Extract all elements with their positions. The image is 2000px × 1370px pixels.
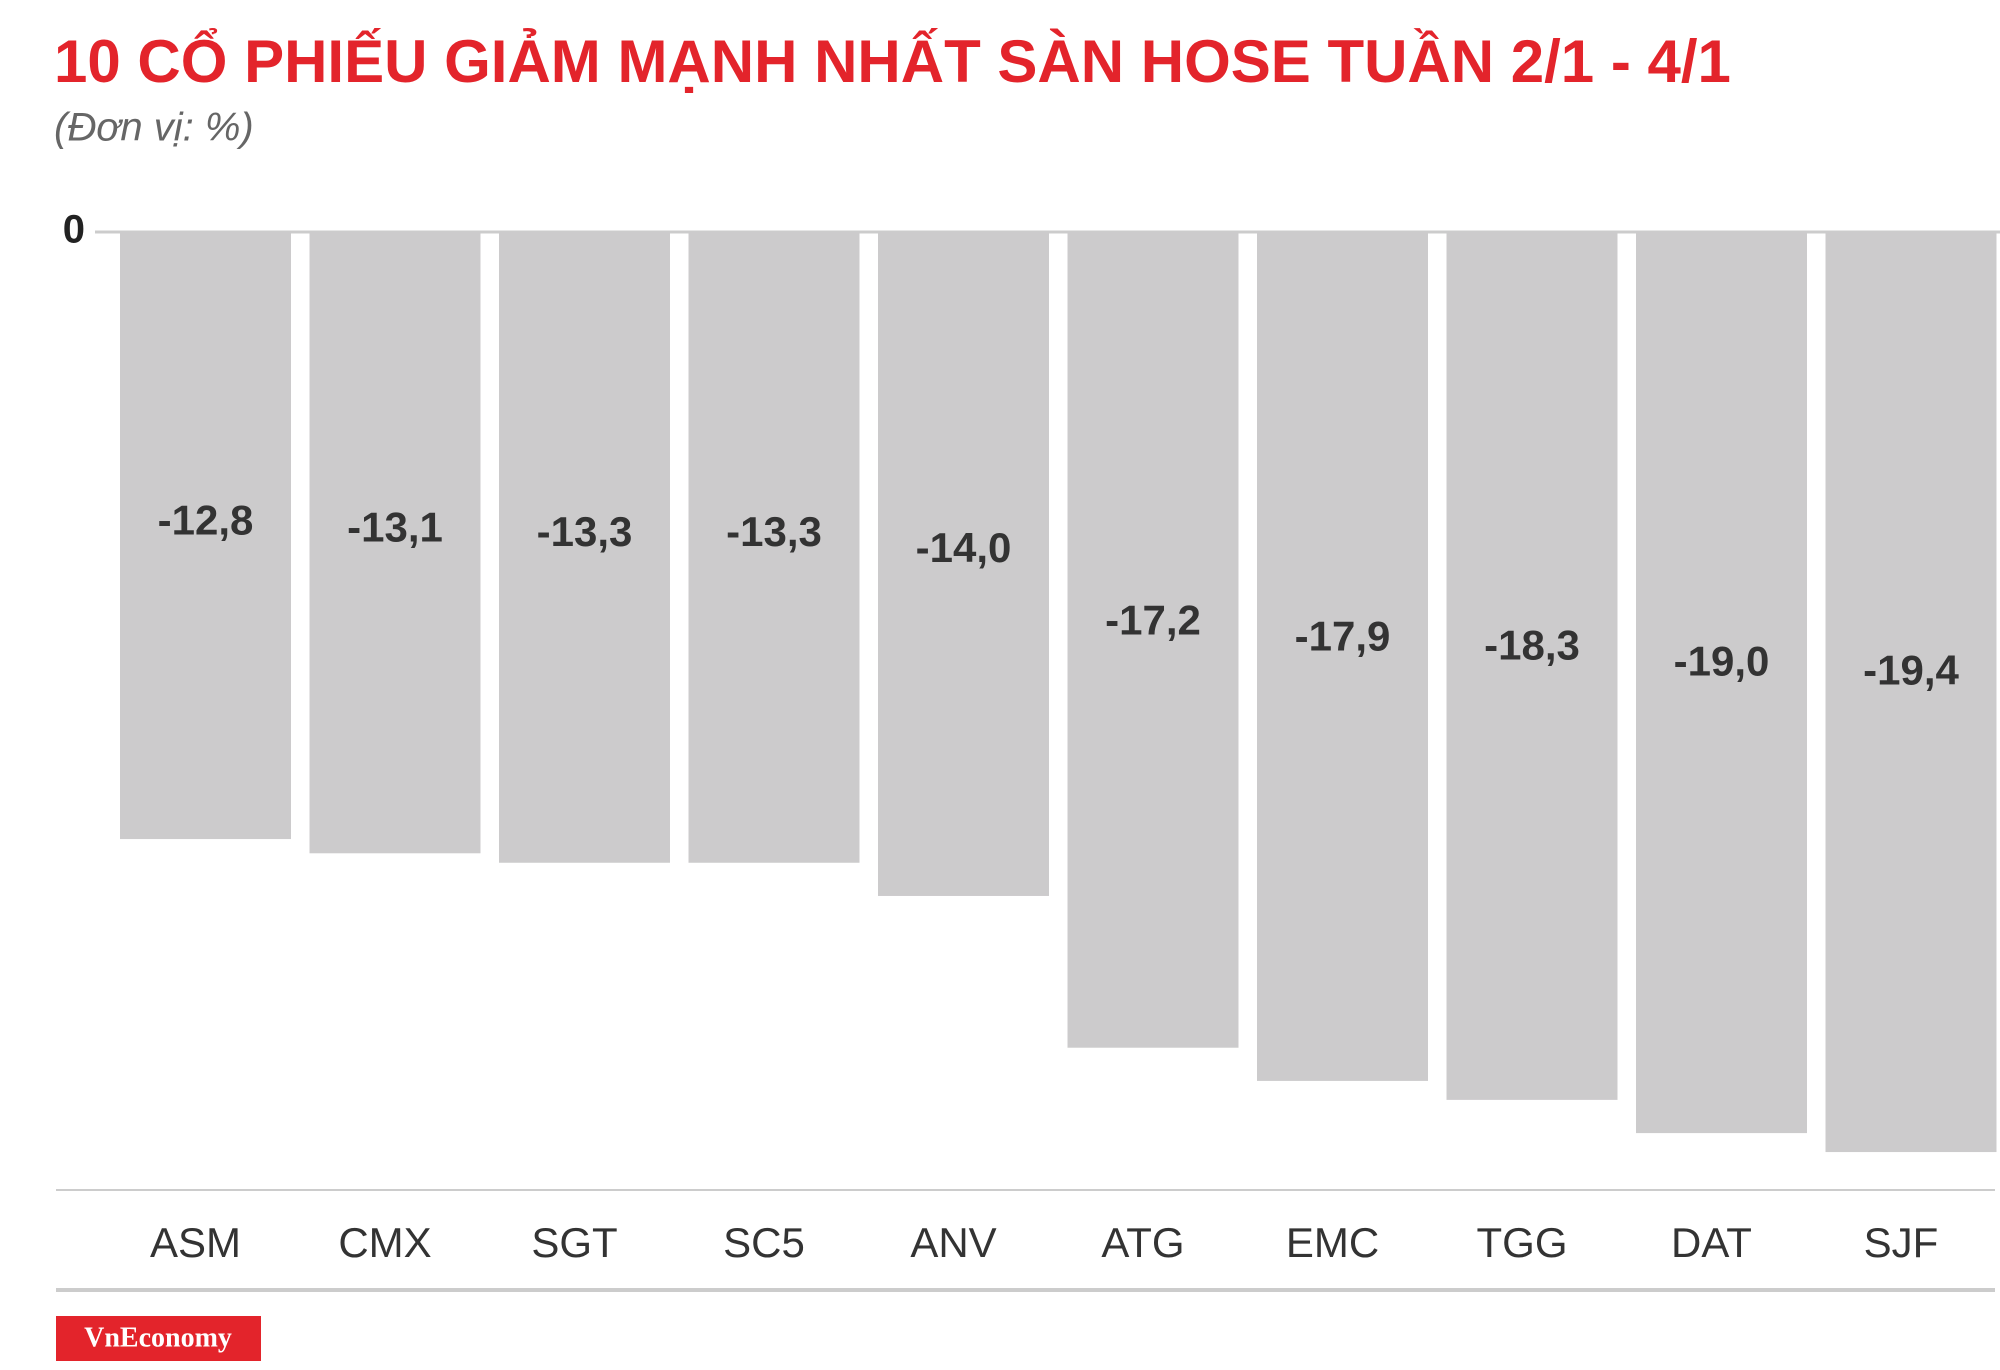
- x-tick-label: SGT: [531, 1219, 617, 1266]
- bar: [1825, 232, 1997, 1153]
- logo: VnEconomy: [84, 1322, 232, 1353]
- chart-title: 10 CỔ PHIẾU GIẢM MẠNH NHẤT SÀN HOSE TUẦN…: [54, 28, 1731, 95]
- x-tick-label: TGG: [1477, 1219, 1568, 1266]
- bar: [878, 232, 1049, 896]
- x-tick-label: ATG: [1101, 1219, 1184, 1266]
- value-label: -19,0: [1674, 638, 1770, 685]
- bar: [688, 232, 860, 863]
- x-tick-label: SC5: [723, 1219, 805, 1266]
- value-label: -18,3: [1484, 622, 1580, 669]
- chart-subtitle: (Đơn vị: %): [54, 106, 254, 150]
- value-label: -12,8: [158, 496, 254, 543]
- x-tick-label: SJF: [1864, 1219, 1939, 1266]
- logo-box: [56, 1316, 261, 1361]
- x-tick-label: EMC: [1286, 1219, 1379, 1266]
- value-label: -14,0: [916, 524, 1012, 571]
- x-tick-label: ASM: [150, 1219, 241, 1266]
- value-label: -13,3: [726, 508, 822, 555]
- value-label: -13,1: [347, 503, 443, 550]
- x-tick-label: DAT: [1671, 1219, 1752, 1266]
- y-tick-label: 0: [63, 208, 85, 252]
- bar: [120, 232, 291, 840]
- value-label: -19,4: [1863, 647, 1959, 694]
- bar: [1446, 232, 1618, 1100]
- bar: [1067, 232, 1239, 1048]
- value-label: -17,9: [1295, 613, 1391, 660]
- bar: [309, 232, 481, 854]
- bar: [499, 232, 670, 863]
- x-tick-label: ANV: [910, 1219, 996, 1266]
- bar: [1257, 232, 1428, 1081]
- bar: [1636, 232, 1807, 1134]
- value-label: -17,2: [1105, 597, 1201, 644]
- value-label: -13,3: [537, 508, 633, 555]
- x-tick-label: CMX: [338, 1219, 431, 1266]
